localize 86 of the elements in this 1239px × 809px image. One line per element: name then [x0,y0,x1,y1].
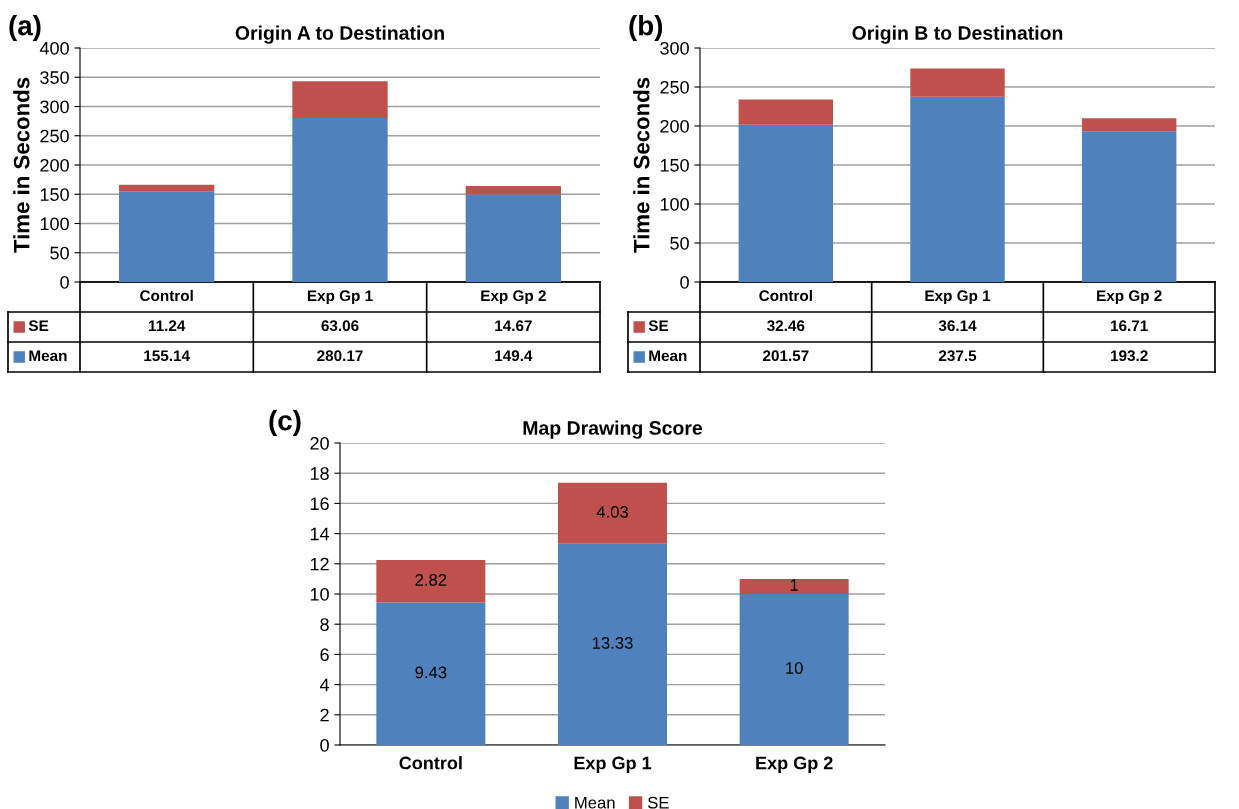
y-tick-label: 250 [40,129,69,143]
data-label: 16.71 [1111,320,1148,332]
y-tick-label: 14 [310,527,330,541]
bar [465,194,561,282]
y-tick-label: 50 [50,246,69,260]
data-label: 149.4 [495,350,533,362]
data-label: 155.14 [144,350,190,362]
bar [465,186,561,195]
x-tick-label: Exp Gp 2 [481,290,546,305]
data-label: 36.14 [938,320,977,332]
y-tick-label: 4 [319,678,330,692]
y-tick-label: 0 [60,275,69,289]
legend-label: Mean [29,350,67,362]
x-tick-label: Exp Gp 1 [307,290,373,305]
y-tick-label: 150 [660,158,689,172]
x-tick-label: Control [759,289,812,302]
y-tick-label: 18 [310,467,329,480]
legend-label: SE [648,320,669,332]
data-label: 13.33 [592,637,633,649]
bar [376,560,486,603]
y-tick-label: 250 [660,80,689,94]
chart-title: Map Drawing Score [523,420,703,439]
y-tick-label: 8 [320,618,329,631]
bar [739,594,849,745]
text: (a) [9,15,41,41]
bar [119,184,215,192]
y-tick-label: 300 [660,41,689,55]
data-label: 237.5 [938,350,977,362]
bar [558,543,667,745]
text: (c) [269,410,301,436]
y-tick-label: 300 [40,100,69,114]
legend-label: Mean [575,796,615,809]
chart-title: Origin A to Destination [235,25,444,44]
y-tick-label: 0 [320,738,329,752]
y-tick-label: 2 [320,708,329,722]
x-tick-label: Exp Gp 1 [925,290,991,305]
y-tick-label: 6 [320,648,329,662]
y-axis-title: Time in Seconds [13,77,30,253]
x-tick-label: Control [140,289,193,302]
y-tick-label: 200 [40,158,69,172]
data-label: 32.46 [767,320,805,332]
x-tick-label: Exp Gp 1 [574,756,652,773]
y-tick-label: 350 [40,71,69,84]
bar [910,68,1005,97]
y-tick-label: 16 [310,497,329,511]
data-label: 1 [790,579,798,591]
bar [292,118,388,282]
bar [1081,131,1177,282]
legend-label: Mean [649,350,687,362]
y-tick-label: 200 [660,119,689,133]
x-tick-label: Control [399,756,462,770]
data-label: 193.2 [1111,350,1148,362]
data-label: 11.24 [148,320,186,331]
legend-label: SE [647,796,669,809]
data-label: 2.82 [415,573,447,586]
data-label: 280.17 [317,350,363,362]
bar [292,81,388,119]
bar [738,99,834,125]
x-tick-label: Exp Gp 2 [1097,290,1162,305]
bar [739,578,849,594]
y-tick-label: 100 [660,197,689,211]
data-label: 9.43 [415,666,447,679]
text: (b) [629,15,663,41]
y-tick-label: 50 [670,236,689,250]
y-axis-title: Time in Seconds [633,77,650,253]
y-tick-label: 20 [310,436,329,450]
y-tick-label: 400 [39,41,69,55]
x-tick-label: Exp Gp 2 [756,756,833,773]
y-tick-label: 150 [40,188,69,201]
legend-label: SE [28,320,49,332]
data-label: 14.67 [495,320,532,332]
chart-title: Origin B to Destination [852,25,1063,44]
data-label: 63.06 [321,320,359,332]
bar [119,191,215,282]
bar [738,124,834,282]
data-label: 201.57 [763,350,809,362]
y-tick-label: 100 [40,217,69,231]
bar [1081,118,1177,132]
bar [376,602,486,745]
data-label: 10 [786,662,803,674]
y-tick-label: 10 [310,587,329,601]
y-tick-label: 12 [310,557,329,571]
data-label: 4.03 [596,505,628,518]
bar [558,482,667,544]
y-tick-label: 0 [680,275,689,289]
bar [910,96,1005,282]
